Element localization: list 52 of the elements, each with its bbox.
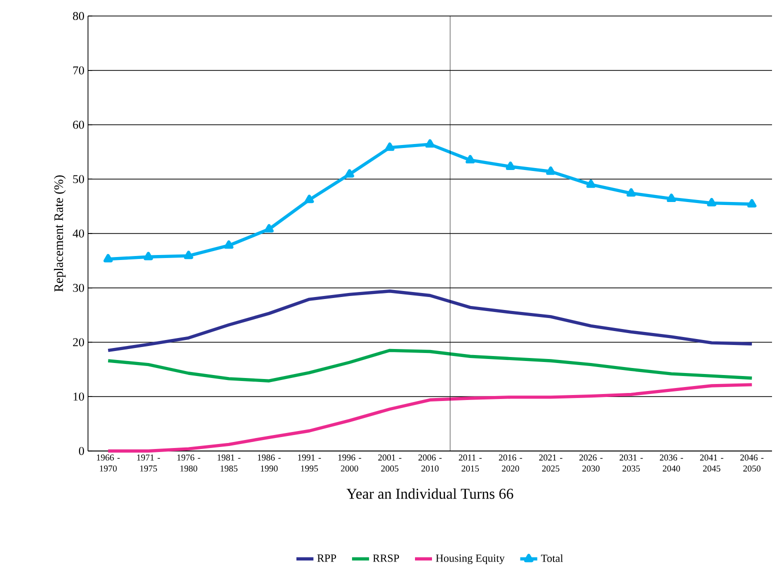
y-axis-title: Replacement Rate (%) [54,175,66,292]
legend-label: Total [541,554,563,562]
x-tick-label: 2001 - 2005 [378,454,402,472]
x-tick-label: 2011 - 2015 [458,454,482,472]
x-tick-label: 1971 - 1975 [137,454,160,472]
x-tick-label: 2041 - 2045 [700,454,724,472]
point [304,194,314,204]
y-tick-label: 40 [72,229,84,238]
x-tick-label: 2006 - 2010 [418,454,442,472]
point [506,162,516,170]
point [385,142,394,151]
y-tick-label: 80 [72,12,84,20]
x-tick-label: 1996 - 2000 [338,454,362,472]
x-axis-title: Year an Individual Turns 66 [346,488,514,499]
point [224,240,234,249]
x-tick-label: 1966 - 1970 [96,454,120,472]
y-tick-label: 20 [73,338,84,346]
point [104,254,113,262]
x-tick-label: 1976 - 1980 [177,454,200,472]
point [707,198,716,206]
line-series [106,383,754,453]
x-tick-label: 1991 - 1995 [298,454,321,472]
x-tick-label: 2046 - 2050 [740,454,764,472]
legend-label: RRSP [372,554,400,562]
point [425,139,435,148]
point [144,252,153,260]
y-tick-label: 10 [74,392,84,401]
point [626,188,636,197]
x-tick-label: 2031 - 2035 [620,454,643,472]
y-tick-label: 50 [73,175,84,184]
point [666,194,676,202]
x-tick-label: 1981 - 1985 [218,454,240,472]
y-tick-label: 60 [73,120,84,129]
point [466,155,475,164]
point [546,166,556,175]
legend-label: Housing Equity [436,554,505,564]
y-tick-label: 30 [73,284,84,292]
point [344,169,354,178]
x-tick-label: 2026 - 2030 [579,454,603,472]
y-tick-label: 0 [78,446,84,456]
x-tick-label: 1986 - 1990 [258,454,281,472]
y-tick-label: 70 [73,66,84,74]
line-series [106,348,754,382]
x-tick-label: 2016 - 2020 [498,454,522,472]
line-series [106,290,754,352]
point [264,224,274,232]
legend-label: RPP [317,554,336,562]
x-tick-label: 2021 - 2025 [539,454,562,472]
point [747,199,757,208]
point [586,179,596,188]
x-tick-label: 2036 - 2040 [660,454,684,472]
point [184,250,194,260]
